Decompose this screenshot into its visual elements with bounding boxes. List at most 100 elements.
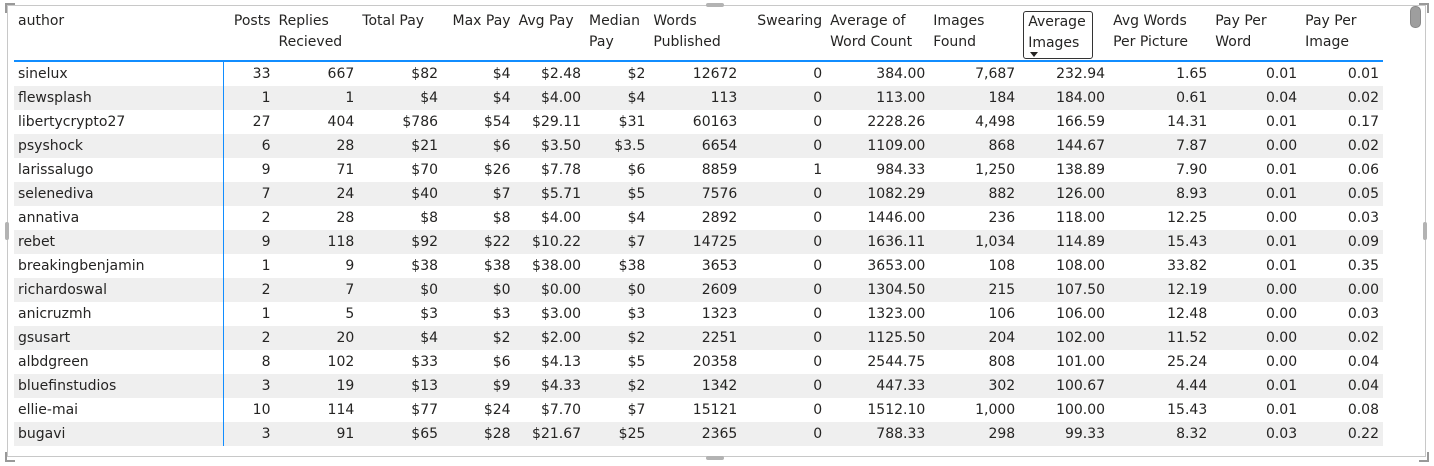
table-cell: 0.01	[1265, 402, 1298, 418]
table-cell: 1	[223, 86, 275, 110]
column-header[interactable]: Pay Per Image	[1301, 9, 1383, 61]
table-cell: 0	[741, 182, 827, 206]
table-cell: 1304.50	[826, 278, 930, 302]
vertical-scrollbar-thumb[interactable]	[1410, 6, 1421, 28]
column-header-label: Replies Recieved	[278, 13, 343, 50]
resize-corner-bottom-right[interactable]	[1419, 452, 1429, 462]
table-cell: 7.90	[1176, 162, 1208, 178]
table-cell: 113.00	[826, 86, 930, 110]
table-cell: $4.13	[540, 354, 582, 370]
table-row[interactable]: richardoswal 2 7 $0 $0 $0.00 $0 2609 0 1304.50 215…	[14, 278, 1383, 302]
table-row[interactable]: ellie-mai 10 114 $77 $24 $7.70 $7 15121 0 1512.10…	[14, 398, 1383, 422]
table-cell: 15121	[692, 402, 738, 418]
table-cell: 2	[223, 278, 275, 302]
table-cell: 0.01	[1347, 66, 1379, 82]
table-cell: $38	[618, 258, 646, 274]
column-header-label: Pay Per Word	[1215, 13, 1267, 50]
table-cell: 1323	[701, 306, 738, 322]
table-cell: $10.22	[514, 230, 586, 254]
resize-corner-top-left[interactable]	[5, 3, 15, 13]
table-row[interactable]: larissalugo 9 71 $70 $26 $7.78 $6 8859 1 984.33 1,…	[14, 158, 1383, 182]
column-header[interactable]: Median Pay	[585, 9, 649, 61]
resize-corner-top-right[interactable]	[1419, 3, 1429, 13]
table-cell: 0.22	[1301, 422, 1383, 446]
table-cell: $4	[358, 86, 443, 110]
table-cell: 24	[274, 182, 359, 206]
table-cell: 204	[929, 326, 1020, 350]
sort-descending-icon[interactable]	[1030, 52, 1039, 57]
table-cell: 99.33	[1019, 422, 1110, 446]
table-cell: 19	[274, 374, 359, 398]
table-cell: 11.52	[1109, 326, 1212, 350]
column-header[interactable]: Replies Recieved	[275, 9, 359, 61]
table-cell: $40	[358, 182, 443, 206]
table-cell: $0.00	[514, 278, 586, 302]
table-cell: 0.00	[1211, 278, 1302, 302]
table-row[interactable]: bluefinstudios 3 19 $13 $9 $4.33 $2 1342 0 447.33…	[14, 374, 1383, 398]
column-header[interactable]: Total Pay	[358, 9, 442, 61]
column-header[interactable]: Average Images	[1019, 9, 1109, 61]
resize-handle-right[interactable]	[1423, 222, 1427, 240]
author-cell: richardoswal	[14, 278, 224, 302]
table-cell: 2365	[649, 422, 742, 446]
table-row[interactable]: gsusart 2 20 $4 $2 $2.00 $2 2251 0 1125.50 204 102.…	[14, 326, 1383, 350]
table-row[interactable]: psyshock 6 28 $21 $6 $3.50 $3.5 6654 0 1109.00 868…	[14, 134, 1383, 158]
table-row[interactable]: rebet 9 118 $92 $22 $10.22 $7 14725 0 1636.11 1,03…	[14, 230, 1383, 254]
table-cell: 102	[327, 354, 355, 370]
column-header[interactable]: Average of Word Count	[826, 9, 929, 61]
table-cell: 0.09	[1301, 230, 1383, 254]
table-row[interactable]: selenediva 7 24 $40 $7 $5.71 $5 7576 0 1082.29 882…	[14, 182, 1383, 206]
table-cell: 107.50	[1019, 278, 1110, 302]
resize-handle-top[interactable]	[706, 3, 724, 7]
table-cell: 882	[929, 182, 1020, 206]
table-cell: 404	[327, 114, 355, 130]
column-header[interactable]: Avg Words Per Picture	[1109, 9, 1211, 61]
resize-handle-left[interactable]	[5, 222, 9, 240]
table-row[interactable]: annativa 2 28 $8 $8 $4.00 $4 2892 0 1446.00 236 118…	[14, 206, 1383, 230]
column-header[interactable]: Pay Per Word	[1211, 9, 1301, 61]
table-cell: $70	[411, 162, 439, 178]
column-header[interactable]: Max Pay	[442, 9, 515, 61]
table-cell: 8	[261, 354, 271, 370]
table-cell: 447.33	[826, 374, 930, 398]
table-cell: 1512.10	[867, 402, 926, 418]
column-header[interactable]: Avg Pay	[515, 9, 585, 61]
column-header[interactable]: Images Found	[929, 9, 1019, 61]
resize-corner-bottom-left[interactable]	[5, 452, 15, 462]
table-cell: 0	[741, 134, 827, 158]
table-row[interactable]: bugavi 3 91 $65 $28 $21.67 $25 2365 0 788.33 298 99…	[14, 422, 1383, 446]
column-header[interactable]: Posts	[223, 9, 274, 61]
table-row[interactable]: breakingbenjamin 1 9 $38 $38 $38.00 $38 3653 0 36…	[14, 254, 1383, 278]
table-cell: 25.24	[1167, 354, 1208, 370]
table-cell: 106.00	[1056, 306, 1106, 322]
table-cell: 0	[813, 354, 823, 370]
table-row[interactable]: flewsplash 1 1 $4 $4 $4.00 $4 113 0 113.00 184 184.…	[14, 86, 1383, 110]
table-cell: 0.00	[1211, 326, 1302, 350]
table-body: sinelux 33 667 $82 $4 $2.48 $2 12672 0 384.00 7,68…	[14, 61, 1383, 446]
table-row[interactable]: libertycrypto27 27 404 $786 $54 $29.11 $31 6016…	[14, 110, 1383, 134]
table-cell: $4.00	[540, 210, 582, 226]
table-cell: 0	[741, 374, 827, 398]
table-cell: $2	[585, 326, 650, 350]
table-cell: 0.03	[1347, 306, 1379, 322]
column-header[interactable]: author	[14, 9, 223, 61]
column-header-label: Average of Word Count	[830, 13, 913, 50]
author-cell: selenediva	[14, 182, 224, 206]
table-cell: $6	[442, 134, 515, 158]
author-cell: anicruzmh	[14, 302, 224, 326]
author-cell: albdgreen	[14, 350, 224, 374]
column-header[interactable]: Words Published	[649, 9, 741, 61]
table-cell: 12672	[692, 66, 738, 82]
table-cell: 0.01	[1211, 230, 1302, 254]
table-cell: $0	[442, 278, 515, 302]
column-header[interactable]: Swearing	[741, 9, 826, 61]
table-row[interactable]: sinelux 33 667 $82 $4 $2.48 $2 12672 0 384.00 7,68…	[14, 61, 1383, 86]
table-cell: $4	[358, 326, 443, 350]
table-row[interactable]: albdgreen 8 102 $33 $6 $4.13 $5 20358 0 2544.75 80…	[14, 350, 1383, 374]
table-row[interactable]: anicruzmh 1 5 $3 $3 $3.00 $3 1323 0 1323.00 106 106…	[14, 302, 1383, 326]
table-cell: 3653.00	[867, 258, 926, 274]
table-cell: 788.33	[826, 422, 930, 446]
resize-handle-bottom[interactable]	[706, 456, 724, 460]
author-cell: bluefinstudios	[14, 374, 224, 398]
table-cell: 0	[813, 306, 823, 322]
